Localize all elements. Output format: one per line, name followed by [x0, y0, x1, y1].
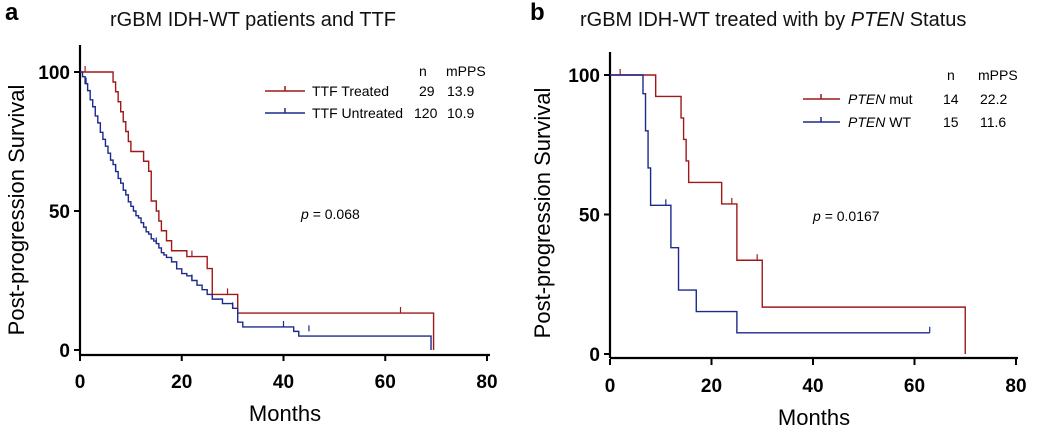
- panel-a-legend-mpps-untreated: 10.9: [447, 105, 474, 121]
- panel-a-p-value: p = 0.068: [300, 206, 360, 222]
- panel-b-legend-mpps-wt: 11.6: [980, 114, 1006, 130]
- panel-b-p-value: p = 0.0167: [812, 208, 880, 224]
- panel-a-x-axis-title: Months: [249, 401, 321, 426]
- panel-b-ticks: 0 20 40 60 80 0 50 100: [568, 66, 1026, 397]
- panel-a-legend-label-treated: TTF Treated: [312, 83, 389, 99]
- panel-b-legend-n-mut: 14: [943, 91, 959, 107]
- panel-a-x-tick-label: 80: [476, 372, 497, 393]
- panel-b-letter: b: [530, 0, 545, 26]
- panel-a-legend-header-n: n: [419, 63, 427, 79]
- panel-a-letter: a: [5, 0, 19, 26]
- panel-a-y-tick-label: 50: [49, 202, 70, 223]
- panel-b-curves: [610, 69, 966, 354]
- panel-b-legend-mpps-mut: 22.2: [980, 91, 1007, 107]
- panel-a-km-curve-1: [80, 71, 432, 350]
- panel-a: a rGBM IDH-WT patients and TTF Post-prog…: [4, 0, 498, 426]
- panel-a-y-axis-title: Post-progression Survival: [4, 85, 29, 336]
- panel-a-axes: [78, 45, 490, 357]
- panel-a-legend-label-untreated: TTF Untreated: [312, 105, 403, 121]
- panel-a-x-tick-label: 20: [171, 372, 192, 393]
- panel-b-legend-label-wt: PTEN WT: [848, 114, 911, 130]
- panel-b: b rGBM IDH-WT treated with by PTEN Statu…: [530, 0, 1027, 430]
- panel-b-x-axis-title: Months: [778, 405, 850, 430]
- panel-a-legend-n-untreated: 120: [414, 105, 438, 121]
- panel-a-title: rGBM IDH-WT patients and TTF: [110, 9, 396, 31]
- panel-a-y-tick-label: 0: [59, 341, 70, 362]
- panel-b-legend-header-n: n: [947, 67, 955, 83]
- panel-b-x-tick-label: 20: [701, 376, 722, 397]
- panel-a-x-tick-label: 60: [375, 372, 396, 393]
- panel-b-x-tick-label: 60: [904, 376, 925, 397]
- panel-b-y-tick-label: 0: [589, 345, 600, 366]
- panel-a-y-tick-label: 100: [38, 63, 70, 84]
- panel-b-x-tick-label: 40: [802, 376, 823, 397]
- panel-b-km-curve-0: [610, 74, 966, 354]
- panel-b-legend: n mPPS PTEN mut 14 22.2 PTEN WT 15 11.6: [803, 67, 1018, 130]
- panel-a-legend: n mPPS TTF Treated 29 13.9 TTF Untreated…: [265, 63, 486, 121]
- panel-b-y-axis-title: Post-progression Survival: [530, 88, 555, 339]
- panel-a-legend-header-mpps: mPPS: [446, 63, 486, 79]
- panel-b-legend-n-wt: 15: [943, 114, 959, 130]
- panel-a-x-tick-label: 0: [75, 372, 86, 393]
- panel-a-curves: [80, 66, 435, 350]
- panel-b-x-tick-label: 80: [1005, 376, 1026, 397]
- panel-b-y-tick-label: 50: [579, 206, 600, 227]
- panel-a-legend-mpps-treated: 13.9: [447, 83, 474, 99]
- panel-b-axes: [608, 52, 1018, 360]
- panel-a-x-tick-label: 40: [273, 372, 294, 393]
- panel-b-legend-label-mut: PTEN mut: [848, 91, 913, 107]
- panel-a-ticks: 0 20 40 60 80 0 50 100: [38, 63, 497, 393]
- panel-a-km-curve-0: [80, 71, 435, 350]
- panel-b-x-tick-label: 0: [605, 376, 616, 397]
- panel-b-legend-header-mpps: mPPS: [978, 67, 1018, 83]
- panel-a-legend-n-treated: 29: [419, 83, 435, 99]
- panel-b-y-tick-label: 100: [568, 66, 600, 87]
- panel-b-title: rGBM IDH-WT treated with by PTEN Status: [580, 9, 966, 31]
